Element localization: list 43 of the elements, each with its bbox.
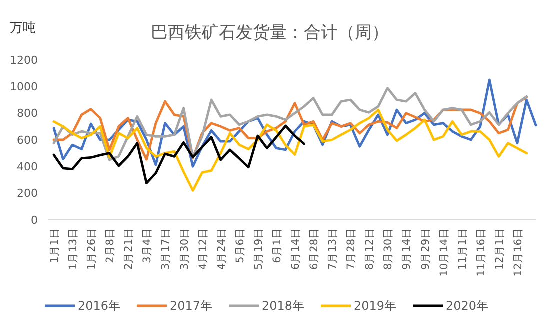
x-tick-label: 2月21日 [123,228,136,270]
legend-label: 2018年 [262,299,305,314]
line-series [52,124,306,185]
chart-title: 巴西铁矿石发货量：合计（周） [151,23,389,43]
x-tick-label: 10月14日 [438,228,450,277]
y-tick-label: 0 [31,214,38,227]
x-tick-label: 6月14日 [290,228,302,270]
x-tick-label: 1月13日 [68,228,80,270]
x-tick-label: 7月13日 [327,228,340,270]
y-tick-label: 400 [17,160,38,174]
x-tick-label: 2月8日 [104,228,117,264]
x-tick-label: 9月29日 [420,228,432,270]
x-tick-label: 5月19日 [252,228,265,270]
x-tick-label: 9月14日 [401,228,414,270]
y-tick-label: 600 [17,134,38,147]
line-series [52,108,528,192]
x-tick-label: 6月1日 [271,228,284,264]
x-tick-label: 1月26日 [86,228,98,270]
x-tick-label: 5月6日 [234,228,246,264]
legend-label: 2016年 [78,299,121,314]
x-tick-label: 1月1日 [49,228,61,264]
x-tick-label: 12月1日 [494,228,506,270]
x-tick-label: 7月28日 [346,228,358,270]
x-tick-label: 6月28日 [308,228,321,270]
x-tick-label: 8月12日 [364,228,376,270]
x-tick-label: 4月24日 [216,228,228,270]
x-tick-label: 12月16日 [512,228,524,277]
y-tick-label: 800 [17,107,38,120]
x-tick-label: 11月1日 [456,228,469,270]
y-tick-label: 1000 [10,80,38,94]
legend-label: 2019年 [354,299,397,314]
x-tick-label: 3月17日 [160,228,172,270]
y-tick-label: 200 [17,187,38,200]
x-tick-label: 11月16日 [475,228,488,277]
x-tick-label: 3月4日 [142,228,154,264]
y-axis-title: 万吨 [10,21,36,36]
x-tick-label: 8月30日 [382,228,395,270]
legend-label: 2020年 [446,299,489,314]
x-tick-label: 4月12日 [197,228,210,270]
x-tick-label: 3月30日 [178,228,191,270]
y-tick-label: 1200 [10,54,38,67]
legend-label: 2017年 [170,299,213,314]
line-series [52,78,538,168]
